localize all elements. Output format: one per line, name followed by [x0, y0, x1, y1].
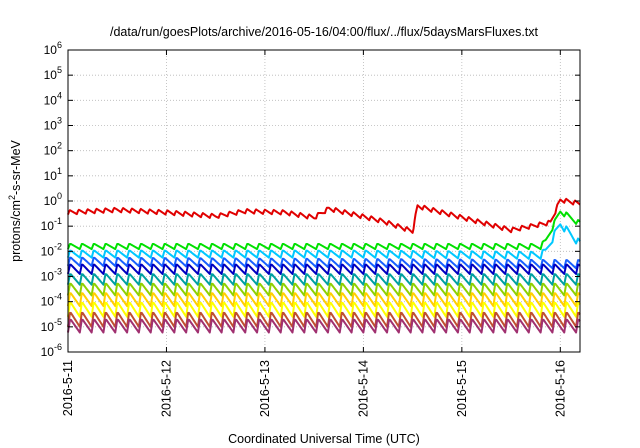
x-tick-label: 2016-5-14 — [356, 360, 370, 417]
y-tick-label: 10-4 — [41, 292, 62, 309]
y-tick-label: 10-2 — [41, 241, 62, 258]
series-line — [67, 318, 581, 334]
x-axis-ticks: 2016-5-11 2016-5-12 2016-5-13 2016-5-14 2016… — [61, 50, 567, 417]
x-axis-label: Coordinated Universal Time (UTC) — [228, 432, 420, 446]
y-tick-label: 106 — [44, 40, 62, 57]
y-tick-label: 102 — [44, 141, 62, 158]
series-line — [67, 311, 581, 328]
y-tick-label: 103 — [44, 116, 62, 133]
series-line — [67, 292, 581, 308]
y-axis-ticks: 106 105 104 103 102 101 100 10-1 10-2 10-3 10-4 10-… — [41, 40, 580, 359]
series-line — [67, 282, 581, 297]
series-line — [67, 210, 581, 251]
y-tick-label: 105 — [44, 65, 62, 82]
y-tick-label: 10-6 — [41, 342, 62, 359]
x-tick-label: 2016-5-11 — [61, 360, 75, 416]
x-tick-label: 2016-5-12 — [159, 360, 173, 417]
y-tick-label: 100 — [44, 191, 62, 208]
series-line — [67, 263, 581, 275]
y-tick-label: 10-5 — [41, 317, 62, 334]
y-tick-label: 101 — [44, 166, 62, 183]
series-line — [67, 256, 581, 270]
data-series — [67, 197, 581, 334]
x-tick-label: 2016-5-15 — [455, 360, 469, 417]
series-line — [67, 301, 581, 318]
series-line — [67, 197, 581, 234]
x-tick-label: 2016-5-13 — [258, 360, 272, 417]
y-axis-label: protons/cm2-s-sr-MeV — [7, 139, 23, 261]
y-tick-label: 10-3 — [41, 267, 62, 284]
series-line — [67, 273, 581, 286]
series-line — [67, 223, 581, 260]
x-tick-label: 2016-5-16 — [553, 360, 567, 417]
y-tick-label: 10-1 — [41, 216, 62, 233]
chart-title: /data/run/goesPlots/archive/2016-05-16/0… — [110, 25, 539, 39]
y-tick-label: 104 — [44, 90, 62, 107]
